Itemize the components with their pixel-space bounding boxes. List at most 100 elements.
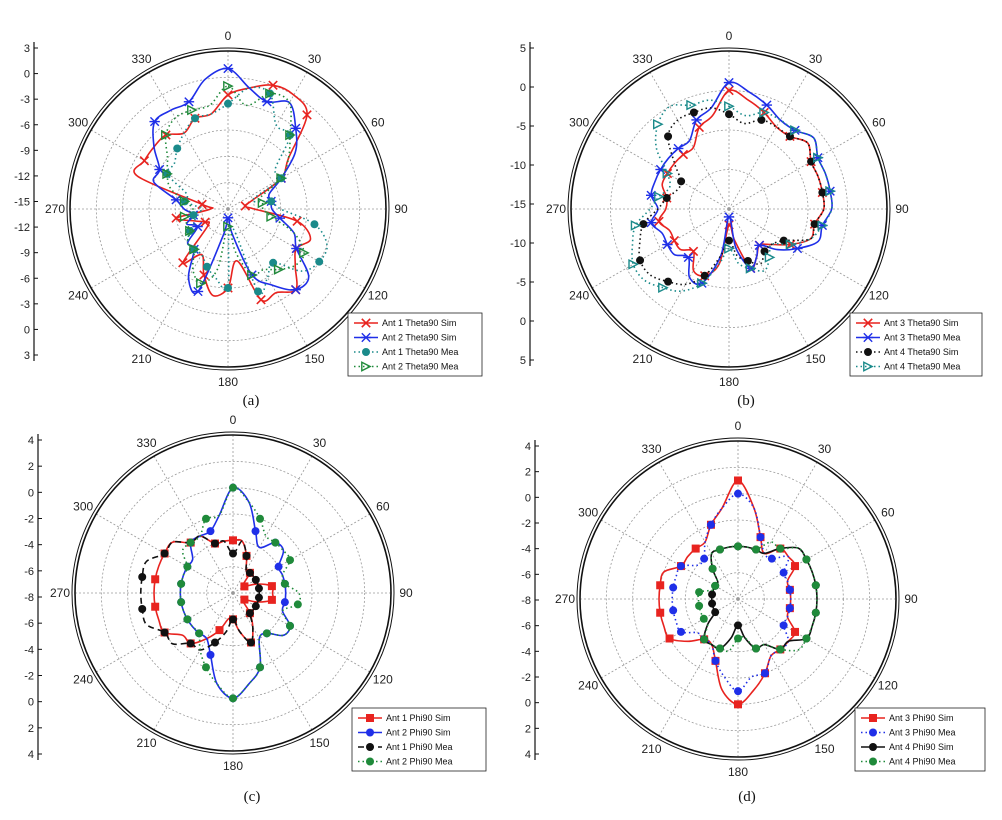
data-point <box>189 211 198 220</box>
angle-tick-label: 300 <box>73 500 93 514</box>
data-point <box>189 244 200 255</box>
radial-tick-label: -15 <box>510 199 526 211</box>
data-point <box>734 542 742 551</box>
outer-ring <box>567 47 891 371</box>
angle-tick-label: 150 <box>814 742 834 756</box>
data-point <box>677 177 686 186</box>
data-point <box>254 593 263 602</box>
radial-tick-label: 2 <box>28 461 34 473</box>
angle-tick-label: 180 <box>218 375 238 389</box>
data-point <box>813 152 824 163</box>
data-point <box>811 608 820 617</box>
data-point <box>776 645 785 654</box>
series-3 <box>161 80 310 289</box>
grid-circle <box>610 90 848 328</box>
panel-caption: (c) <box>244 789 261 805</box>
data-point <box>695 588 704 597</box>
series-1 <box>177 483 295 703</box>
data-point <box>183 615 192 624</box>
radial-tick-label: -4 <box>521 544 531 556</box>
data-point <box>274 562 283 571</box>
legend-marker <box>366 757 374 766</box>
data-point <box>699 614 708 623</box>
data-point <box>669 583 678 592</box>
angle-tick-label: 270 <box>555 592 575 606</box>
data-point <box>240 582 249 591</box>
data-point <box>302 110 312 120</box>
legend-marker <box>869 714 877 722</box>
angle-tick-label: 90 <box>895 202 909 216</box>
data-point <box>711 656 720 665</box>
polar-chart-d: 0306090120150180210240270300330420-2-4-6… <box>521 419 986 805</box>
data-point <box>752 644 761 653</box>
data-point <box>256 514 265 523</box>
series-line <box>164 85 305 285</box>
data-point <box>266 211 277 222</box>
data-point <box>223 80 234 92</box>
data-point <box>206 650 215 659</box>
radial-tick-label: -8 <box>521 595 531 607</box>
data-point <box>229 694 237 703</box>
series-0 <box>133 80 312 305</box>
data-point <box>160 549 169 558</box>
data-point <box>273 264 285 275</box>
data-point <box>151 575 160 584</box>
data-point <box>315 257 324 266</box>
legend-label: Ant 2 Theta90 Mea <box>382 362 458 372</box>
legend-label: Ant 3 Theta90 Mea <box>884 333 960 343</box>
outer-ring <box>570 50 888 368</box>
data-point <box>206 527 215 536</box>
data-point <box>160 628 169 637</box>
data-point <box>734 489 742 498</box>
angle-tick-label: 210 <box>632 352 652 366</box>
data-point <box>271 538 280 547</box>
data-point <box>171 213 181 223</box>
polar-chart-c: 0306090120150180210240270300330420-2-4-6… <box>24 413 487 805</box>
grid-spoke <box>232 592 313 731</box>
radial-tick-label: 4 <box>28 435 34 447</box>
angle-tick-label: 210 <box>641 742 661 756</box>
series-line <box>703 545 818 651</box>
data-point <box>179 196 191 207</box>
data-point <box>262 629 271 638</box>
data-point <box>708 564 717 573</box>
data-point <box>210 539 219 548</box>
series-line <box>631 99 833 293</box>
legend-marker <box>869 743 877 751</box>
angle-tick-label: 270 <box>50 586 70 600</box>
data-point <box>724 243 735 254</box>
data-point <box>743 256 752 265</box>
data-point <box>187 104 198 116</box>
angle-tick-label: 30 <box>818 442 832 456</box>
angle-tick-label: 180 <box>728 765 748 779</box>
grid-circle <box>605 466 871 732</box>
radial-tick-label: -4 <box>521 646 531 658</box>
angle-tick-label: 210 <box>136 736 156 750</box>
data-point <box>653 118 664 130</box>
data-point <box>177 598 186 607</box>
data-point <box>802 555 811 564</box>
data-point <box>695 601 704 610</box>
angle-tick-label: 60 <box>376 500 390 514</box>
radial-tick-label: -15 <box>14 197 30 209</box>
data-point <box>245 568 254 577</box>
data-point <box>676 627 685 636</box>
data-point <box>665 634 674 643</box>
data-point <box>240 595 249 604</box>
angle-tick-label: 150 <box>309 736 329 750</box>
data-point <box>201 514 210 523</box>
radial-tick-label: 2 <box>28 723 34 735</box>
radial-tick-label: -2 <box>521 518 531 530</box>
data-point <box>179 211 191 222</box>
data-point <box>138 572 147 581</box>
data-point <box>656 608 665 617</box>
data-point <box>280 579 289 588</box>
data-point <box>285 129 296 141</box>
radial-tick-label: 0 <box>525 698 531 710</box>
series-1 <box>646 77 836 288</box>
data-point <box>715 644 724 653</box>
grid-spoke <box>728 129 867 210</box>
angle-tick-label: 330 <box>632 52 652 66</box>
grid-spoke <box>737 598 818 737</box>
